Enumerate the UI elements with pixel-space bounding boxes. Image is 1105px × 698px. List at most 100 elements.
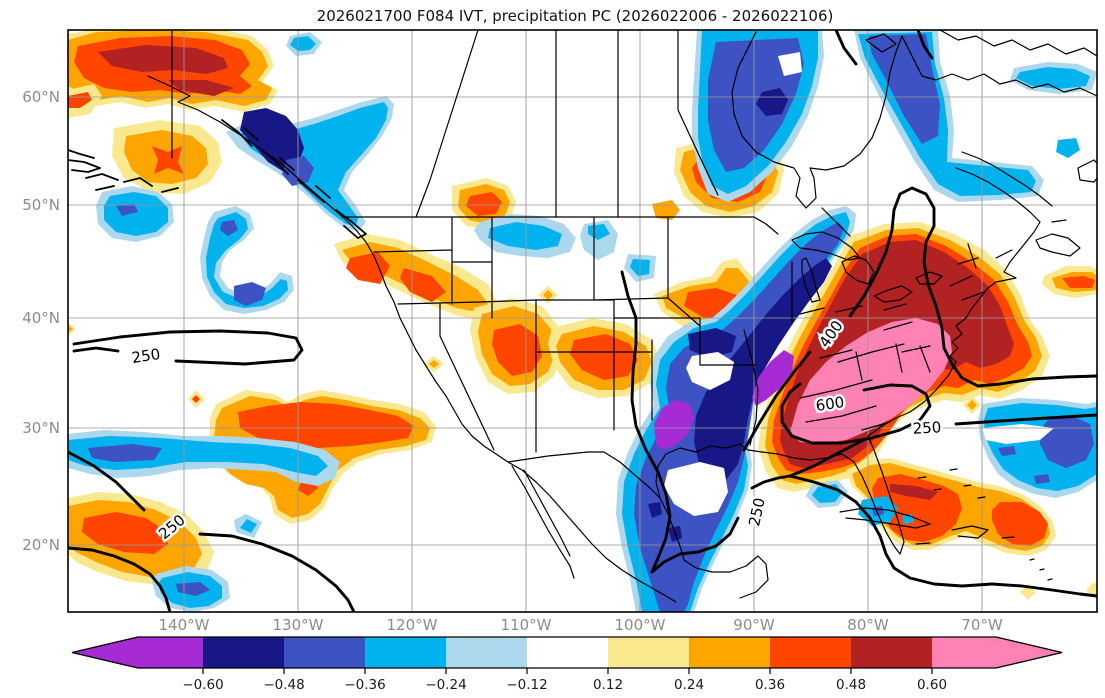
lon-label-140w: 140°W <box>159 616 210 634</box>
fill-shape <box>967 400 977 410</box>
coastline <box>1077 159 1097 183</box>
fill-shape <box>1086 582 1097 598</box>
great-lakes <box>801 257 821 303</box>
border-line <box>507 451 661 499</box>
colorbar-tick-label: 0.12 <box>593 677 623 693</box>
colorbar-cell <box>365 637 446 668</box>
fill-shape <box>998 446 1016 456</box>
colorbar: −0.60 −0.48 −0.36 −0.24 −0.12 0.12 0.24 … <box>71 636 1063 693</box>
fill-shape <box>982 424 1054 444</box>
fill-shape <box>570 334 638 380</box>
coastline <box>221 119 367 239</box>
coastline <box>955 167 1041 223</box>
fill-shape <box>68 92 92 108</box>
colorbar-tick-label: 0.48 <box>836 677 866 693</box>
colorbar-tick-label: 0.36 <box>755 677 785 693</box>
fill-shape <box>82 512 168 554</box>
contour-line-400 <box>742 186 946 452</box>
fill-shape <box>1062 276 1095 288</box>
fill-shape <box>240 519 257 533</box>
coastline <box>655 443 843 499</box>
fill-shape <box>192 395 200 403</box>
fill-shape <box>1056 138 1080 158</box>
colorbar-cell <box>770 637 851 668</box>
fill-shape <box>543 290 553 300</box>
great-lakes <box>873 285 913 303</box>
lat-axis-labels: 60°N 50°N 40°N 30°N 20°N <box>22 88 60 554</box>
anomaly-fill-layer <box>68 30 1097 612</box>
colorbar-arrow-left <box>72 637 203 668</box>
border-line <box>341 216 779 235</box>
contour-line-250 <box>72 329 304 366</box>
fill-shape <box>492 324 542 376</box>
colorbar-outline <box>71 636 1063 669</box>
ivt-contour-lines <box>68 30 1097 612</box>
colorbar-cell <box>284 637 365 668</box>
fill-shape <box>206 212 288 308</box>
coastline <box>939 30 1097 57</box>
coastline <box>68 149 179 193</box>
colorbar-tick-label: −0.24 <box>425 677 466 693</box>
colorbar-tick-labels: −0.60 −0.48 −0.36 −0.24 −0.12 0.12 0.24 … <box>182 677 947 693</box>
lon-label-90w: 90°W <box>733 616 775 634</box>
fill-shape <box>686 352 734 390</box>
coastline <box>841 435 905 555</box>
contour-line-250 <box>620 270 792 574</box>
colorbar-cell <box>689 637 770 668</box>
fill-shape <box>664 462 728 516</box>
fill-shape <box>98 45 228 74</box>
fill-pacific-core <box>238 402 414 448</box>
fill-shape <box>488 222 562 250</box>
colorbar-tick-label: −0.12 <box>506 677 547 693</box>
coastline <box>865 33 897 53</box>
colorbar-cell <box>851 637 932 668</box>
lon-label-100w: 100°W <box>615 616 666 634</box>
coastline <box>901 35 1097 97</box>
colorbar-cell <box>608 637 689 668</box>
fill-shape <box>346 252 390 284</box>
coastline <box>523 469 571 557</box>
contour-line <box>942 346 1097 388</box>
fill-shape <box>466 192 502 216</box>
contour-line-250 <box>788 474 1097 598</box>
plot-frame <box>67 29 1098 613</box>
colorbar-ticks <box>202 668 933 674</box>
fill-shape <box>992 502 1048 546</box>
fill-shape <box>220 220 238 236</box>
colorbar-cell <box>446 637 527 668</box>
coastline <box>1051 219 1067 223</box>
contour-labels: 250 250 400 600 250 250 <box>128 315 944 546</box>
lat-label-50n: 50°N <box>22 196 60 214</box>
fill-shape <box>1034 474 1050 484</box>
fill-shape <box>778 52 802 76</box>
fill-shape <box>756 88 788 116</box>
colorbar-tick-label: −0.36 <box>344 677 385 693</box>
lon-label-130w: 130°W <box>273 616 324 634</box>
cool-anomaly-fills <box>68 30 1097 612</box>
great-lakes <box>841 255 875 285</box>
coastline <box>961 151 1053 207</box>
coastline <box>867 221 1041 437</box>
fill-shape <box>648 502 662 518</box>
plot-title: 2026021700 F084 IVT, precipitation PC (2… <box>317 7 834 25</box>
contour-line <box>834 30 934 66</box>
coastline <box>1035 233 1081 257</box>
lon-label-110w: 110°W <box>501 616 552 634</box>
fill-shape <box>868 34 940 144</box>
colorbar-tick-label: −0.60 <box>182 677 223 693</box>
fill-central-navy <box>694 258 832 482</box>
fill-shape <box>88 444 162 462</box>
contour-line-600 <box>780 382 932 445</box>
colorbar-cell <box>527 637 608 668</box>
border-line <box>415 30 851 237</box>
fill-hudsonw-royal <box>708 38 804 172</box>
fill-shape <box>116 204 138 216</box>
fill-shape <box>152 146 184 174</box>
fill-central-purple1 <box>752 350 794 406</box>
fill-shape <box>104 192 168 236</box>
coastlines-borders <box>68 30 1097 603</box>
coastline <box>839 468 1053 581</box>
border-line <box>373 217 757 453</box>
